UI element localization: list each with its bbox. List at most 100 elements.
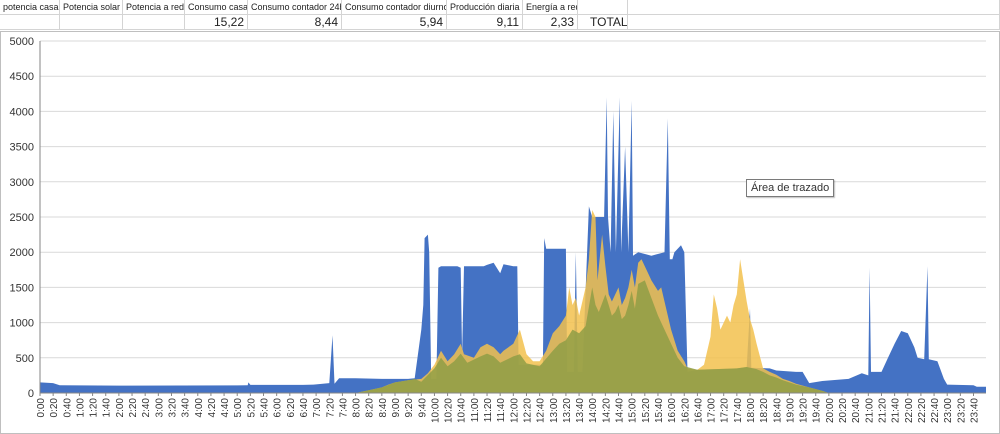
header-potencia-casa[interactable]: potencia casa — [0, 0, 60, 15]
x-tick-label: 11:00 — [470, 398, 481, 423]
x-tick-label: 14:40 — [615, 398, 626, 423]
y-tick-label: 3000 — [10, 177, 34, 189]
y-tick-label: 1500 — [10, 282, 34, 294]
x-tick-label: 4:20 — [207, 398, 218, 418]
x-tick-label: 9:40 — [417, 398, 428, 418]
spreadsheet-summary-rows: potencia casa Potencia solar Potencia a … — [0, 0, 1000, 30]
y-tick-label: 4500 — [10, 71, 34, 83]
y-tick-label: 4000 — [10, 106, 34, 118]
x-tick-label: 17:40 — [733, 398, 744, 423]
x-tick-label: 16:40 — [693, 398, 704, 423]
x-tick-label: 13:20 — [562, 398, 573, 423]
empty-cell[interactable] — [0, 15, 60, 30]
x-tick-label: 1:40 — [102, 398, 113, 418]
header-energia-red[interactable]: Energía a red — [523, 0, 578, 15]
x-tick-label: 4:40 — [220, 398, 231, 418]
power-area-chart[interactable]: 0 500 1000 1500 2000 2500 3000 3500 4000 4500 5000… — [0, 31, 1000, 434]
y-tick-labels: 0 500 1000 1500 2000 2500 3000 3500 4000 4500 5000 — [10, 36, 34, 400]
y-tick-label: 3500 — [10, 142, 34, 154]
x-tick-label: 18:20 — [759, 398, 770, 423]
header-consumo-casa[interactable]: Consumo casa — [185, 0, 248, 15]
value-energia-red[interactable]: 2,33 — [523, 15, 578, 30]
x-tick-label: 3:40 — [181, 398, 192, 418]
empty-cell[interactable] — [60, 15, 123, 30]
total-label[interactable]: TOTAL — [578, 15, 628, 30]
x-tick-label: 15:00 — [628, 398, 639, 423]
x-tick-label: 20:00 — [825, 398, 836, 423]
x-tick-label: 10:40 — [457, 398, 468, 423]
x-tick-label: 12:20 — [523, 398, 534, 423]
x-tick-label: 22:40 — [930, 398, 941, 423]
x-tick-label: 0:40 — [62, 398, 73, 418]
x-tick-labels: 0:00 0:20 0:40 1:00 1:20 1:40 2:00 2:20 2:40 3:00… — [36, 398, 981, 423]
x-tick-label: 2:00 — [115, 398, 126, 418]
x-tick-label: 3:00 — [154, 398, 165, 418]
x-tick-label: 0:00 — [36, 398, 47, 418]
x-tick-label: 17:20 — [720, 398, 731, 423]
x-tick-label: 7:40 — [338, 398, 349, 418]
x-tick-label: 19:00 — [785, 398, 796, 423]
x-tick-label: 22:20 — [917, 398, 928, 423]
axes — [39, 41, 986, 396]
x-tick-label: 1:20 — [89, 398, 100, 418]
x-tick-label: 21:40 — [891, 398, 902, 423]
y-tick-label: 2500 — [10, 212, 34, 224]
x-tick-label: 16:20 — [680, 398, 691, 423]
x-tick-label: 6:20 — [286, 398, 297, 418]
x-tick-label: 14:20 — [601, 398, 612, 423]
empty-cell[interactable] — [628, 15, 1000, 30]
x-tick-label: 15:20 — [641, 398, 652, 423]
x-tick-label: 19:20 — [799, 398, 810, 423]
x-tick-label: 18:40 — [772, 398, 783, 423]
header-potencia-red[interactable]: Potencia a red — [123, 0, 185, 15]
x-tick-label: 15:40 — [654, 398, 665, 423]
x-tick-label: 9:20 — [404, 398, 415, 418]
value-consumo-casa[interactable]: 15,22 — [185, 15, 248, 30]
x-tick-label: 12:00 — [509, 398, 520, 423]
value-consumo-contador-diurno[interactable]: 5,94 — [342, 15, 447, 30]
x-tick-label: 8:00 — [352, 398, 363, 418]
x-tick-label: 2:40 — [141, 398, 152, 418]
x-tick-label: 9:00 — [391, 398, 402, 418]
x-tick-label: 5:40 — [260, 398, 271, 418]
x-tick-label: 2:20 — [128, 398, 139, 418]
x-tick-label: 21:20 — [878, 398, 889, 423]
series-area-2 — [355, 280, 829, 393]
x-tick-label: 16:00 — [667, 398, 678, 423]
x-tick-label: 23:40 — [970, 398, 981, 423]
x-tick-label: 4:00 — [194, 398, 205, 418]
x-tick-label: 21:00 — [864, 398, 875, 423]
x-tick-label: 5:20 — [246, 398, 257, 418]
x-tick-label: 1:00 — [75, 398, 86, 418]
empty-cell[interactable] — [578, 0, 628, 15]
x-tick-label: 22:00 — [904, 398, 915, 423]
x-tick-label: 12:40 — [536, 398, 547, 423]
empty-cell[interactable] — [628, 0, 1000, 15]
x-tick-label: 7:00 — [312, 398, 323, 418]
x-tick-label: 8:40 — [378, 398, 389, 418]
x-tick-label: 0:20 — [49, 398, 60, 418]
header-consumo-contador-24h[interactable]: Consumo contador 24h — [248, 0, 342, 15]
x-tick-label: 8:20 — [365, 398, 376, 418]
header-consumo-contador-diurno[interactable]: Consumo contador diurno — [342, 0, 447, 15]
x-tick-label: 20:40 — [851, 398, 862, 423]
y-tick-label: 5000 — [10, 36, 34, 48]
x-tick-label: 14:00 — [588, 398, 599, 423]
header-produccion-diaria[interactable]: Producción diaria — [447, 0, 523, 15]
x-tick-label: 10:00 — [430, 398, 441, 423]
x-tick-label: 5:00 — [233, 398, 244, 418]
x-tick-label: 17:00 — [707, 398, 718, 423]
value-produccion-diaria[interactable]: 9,11 — [447, 15, 523, 30]
x-tick-label: 6:00 — [273, 398, 284, 418]
x-tick-label: 20:20 — [838, 398, 849, 423]
y-tick-label: 0 — [28, 388, 34, 400]
x-tick-label: 11:40 — [496, 398, 507, 423]
y-tick-label: 1000 — [10, 318, 34, 330]
series-group — [40, 97, 986, 394]
empty-cell[interactable] — [123, 15, 185, 30]
value-consumo-contador-24h[interactable]: 8,44 — [248, 15, 342, 30]
header-potencia-solar[interactable]: Potencia solar — [60, 0, 123, 15]
x-tick-label: 13:40 — [575, 398, 586, 423]
x-tick-label: 10:20 — [444, 398, 455, 423]
x-tick-label: 23:20 — [956, 398, 967, 423]
